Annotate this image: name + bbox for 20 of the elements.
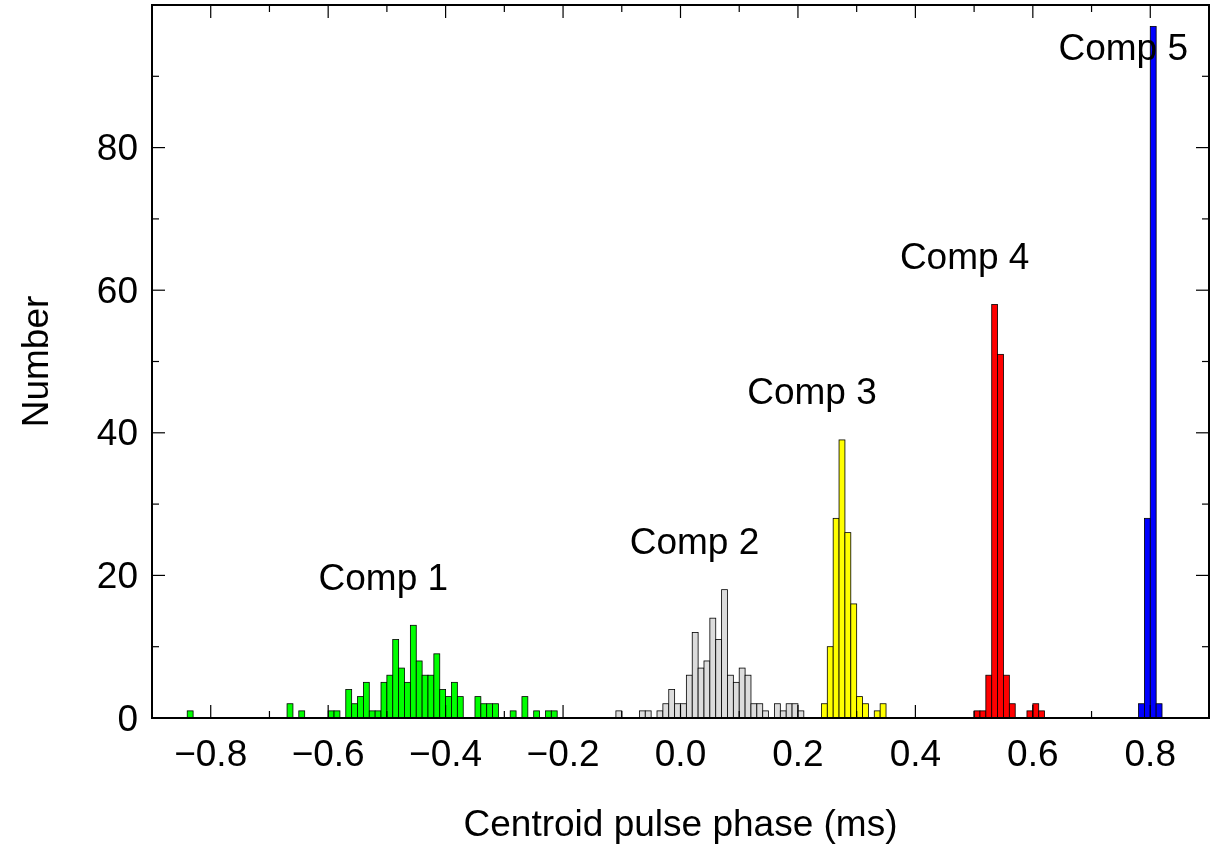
y-tick-label: 20 — [96, 554, 138, 596]
x-tick-label: 0.2 — [772, 733, 824, 774]
x-tick-label: 0.4 — [889, 733, 942, 774]
x-axis-title: Centroid pulse phase (ms) — [463, 803, 898, 844]
annotation: Comp 3 — [747, 371, 877, 413]
annotation: Comp 2 — [629, 521, 760, 563]
x-tick-label: −0.8 — [174, 733, 248, 774]
y-tick-label: 60 — [96, 269, 138, 311]
x-tick-label: −0.6 — [291, 733, 365, 774]
y-axis-title: Number — [15, 295, 56, 428]
y-tick-label: 80 — [96, 127, 138, 169]
x-tick-label: −0.2 — [526, 733, 600, 774]
x-tick-label: −0.4 — [409, 733, 483, 774]
x-tick-label: 0.6 — [1007, 733, 1059, 774]
x-tick-label: 0.8 — [1124, 733, 1176, 774]
annotation: Comp 4 — [899, 235, 1030, 277]
y-tick-label: 0 — [117, 697, 138, 739]
annotation: Comp 1 — [318, 556, 449, 598]
y-tick-label: 40 — [96, 412, 138, 454]
x-tick-label: 0.0 — [654, 733, 707, 774]
